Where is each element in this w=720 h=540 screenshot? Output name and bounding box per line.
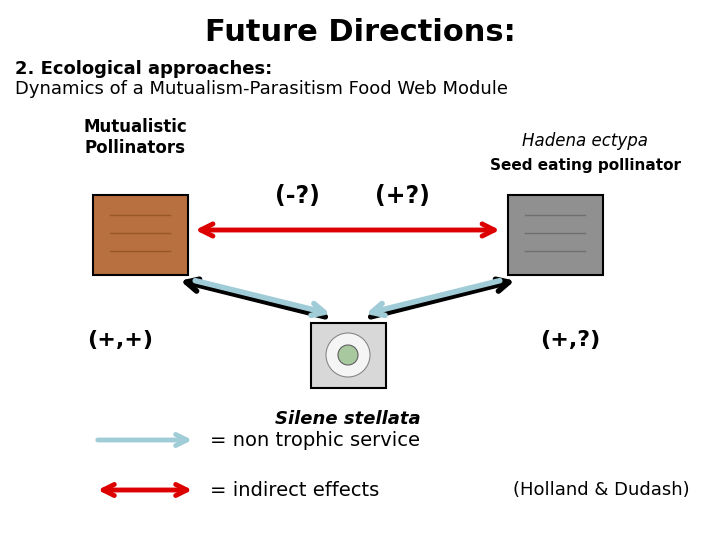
- Text: Seed eating pollinator: Seed eating pollinator: [490, 158, 680, 173]
- Text: (Holland & Dudash): (Holland & Dudash): [513, 481, 690, 499]
- Bar: [310, 322, 385, 388]
- Text: (+?): (+?): [375, 184, 430, 208]
- Circle shape: [338, 345, 358, 365]
- Text: (+,+): (+,+): [87, 330, 153, 350]
- Text: = non trophic service: = non trophic service: [210, 430, 420, 449]
- Bar: [508, 195, 603, 275]
- Bar: [92, 195, 187, 275]
- Text: (+,?): (+,?): [540, 330, 600, 350]
- Circle shape: [326, 333, 370, 377]
- Text: 2. Ecological approaches:: 2. Ecological approaches:: [15, 60, 272, 78]
- Text: = indirect effects: = indirect effects: [210, 481, 379, 500]
- Text: Hadena ectypa: Hadena ectypa: [522, 132, 648, 150]
- Text: (-?): (-?): [275, 184, 320, 208]
- Text: Future Directions:: Future Directions:: [204, 18, 516, 47]
- Text: Dynamics of a Mutualism-Parasitism Food Web Module: Dynamics of a Mutualism-Parasitism Food …: [15, 80, 508, 98]
- Text: Mutualistic
Pollinators: Mutualistic Pollinators: [83, 118, 187, 157]
- Text: Silene stellata: Silene stellata: [275, 409, 420, 428]
